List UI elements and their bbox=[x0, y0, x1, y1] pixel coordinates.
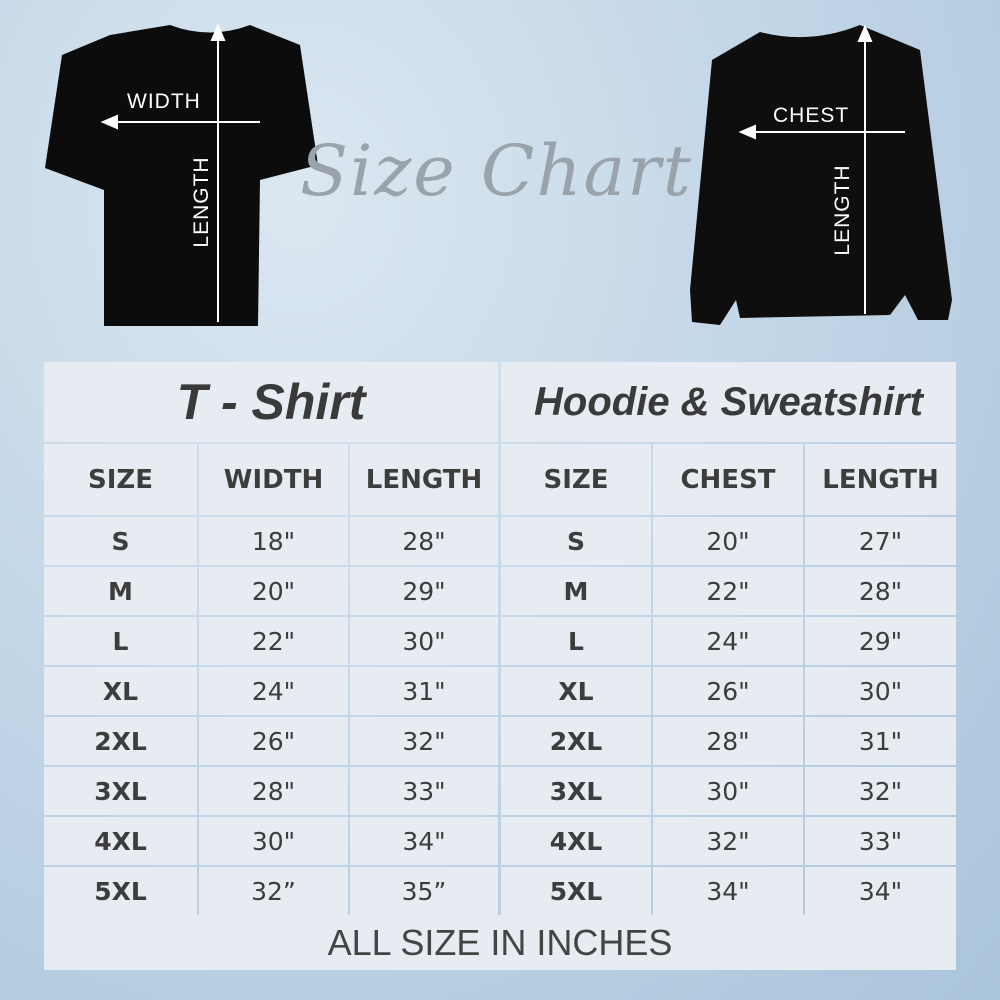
tshirt-table-cell: 33" bbox=[350, 767, 498, 815]
chest-label: CHEST bbox=[773, 104, 850, 127]
hoodie-table-cell: XL bbox=[501, 667, 651, 715]
tshirt-table-cell: M bbox=[44, 567, 197, 615]
tshirt-table-cell: 34" bbox=[350, 817, 498, 865]
tshirt-image bbox=[45, 25, 318, 326]
units-footer: ALL SIZE IN INCHES bbox=[44, 915, 956, 970]
hoodie-table-cell: 34" bbox=[653, 867, 803, 915]
hoodie-header-cell: CHEST bbox=[653, 444, 803, 515]
hoodie-table-cell: 4XL bbox=[501, 817, 651, 865]
tshirt-table-cell: 28" bbox=[199, 767, 348, 815]
hoodie-table-cell: 20" bbox=[653, 517, 803, 565]
tshirt-table-cell: 26" bbox=[199, 717, 348, 765]
tshirt-table-cell: XL bbox=[44, 667, 197, 715]
hoodie-table-cell: 3XL bbox=[501, 767, 651, 815]
hoodie-header-cell: SIZE bbox=[501, 444, 651, 515]
hoodie-table-cell: L bbox=[501, 617, 651, 665]
tshirt-table-cell: 18" bbox=[199, 517, 348, 565]
tshirt-header-cell: SIZE bbox=[44, 444, 197, 515]
sweatshirt-image bbox=[690, 25, 952, 325]
hoodie-table-cell: 32" bbox=[653, 817, 803, 865]
hoodie-table-cell: 26" bbox=[653, 667, 803, 715]
hoodie-table-cell: 28" bbox=[653, 717, 803, 765]
hoodie-title: Hoodie & Sweatshirt bbox=[501, 362, 956, 442]
hoodie-table-cell: 2XL bbox=[501, 717, 651, 765]
tshirt-title: T - Shirt bbox=[44, 362, 498, 442]
hoodie-table-cell: 32" bbox=[805, 767, 956, 815]
hoodie-table-cell: 24" bbox=[653, 617, 803, 665]
hoodie-table-cell: 27" bbox=[805, 517, 956, 565]
tshirt-table-cell: S bbox=[44, 517, 197, 565]
tshirt-table-cell: 20" bbox=[199, 567, 348, 615]
hoodie-length-label: LENGTH bbox=[831, 164, 854, 256]
hoodie-table-cell: 5XL bbox=[501, 867, 651, 915]
tshirt-table-cell: 32” bbox=[199, 867, 348, 915]
tshirt-table-cell: 30" bbox=[350, 617, 498, 665]
hoodie-table-cell: 31" bbox=[805, 717, 956, 765]
hoodie-table-cell: 28" bbox=[805, 567, 956, 615]
hoodie-table-cell: 30" bbox=[653, 767, 803, 815]
hoodie-table-cell: M bbox=[501, 567, 651, 615]
tshirt-header-cell: LENGTH bbox=[350, 444, 498, 515]
tshirt-table-cell: 2XL bbox=[44, 717, 197, 765]
hoodie-table-cell: 33" bbox=[805, 817, 956, 865]
tshirt-table-cell: 30" bbox=[199, 817, 348, 865]
tshirt-table-cell: 28" bbox=[350, 517, 498, 565]
hoodie-table-cell: 30" bbox=[805, 667, 956, 715]
hoodie-table-cell: 29" bbox=[805, 617, 956, 665]
tshirt-table-cell: 4XL bbox=[44, 817, 197, 865]
tshirt-table-cell: 31" bbox=[350, 667, 498, 715]
width-label: WIDTH bbox=[127, 90, 201, 113]
garment-illustrations bbox=[45, 23, 952, 326]
tshirt-table-cell: 22" bbox=[199, 617, 348, 665]
tshirt-header-cell: WIDTH bbox=[199, 444, 348, 515]
tshirt-table-cell: 24" bbox=[199, 667, 348, 715]
tshirt-table-cell: 35” bbox=[350, 867, 498, 915]
tshirt-table-cell: 29" bbox=[350, 567, 498, 615]
tshirt-table-cell: L bbox=[44, 617, 197, 665]
hoodie-table-cell: S bbox=[501, 517, 651, 565]
tshirt-table-cell: 3XL bbox=[44, 767, 197, 815]
tshirt-table-cell: 32" bbox=[350, 717, 498, 765]
size-chart-title: Size Chart bbox=[300, 130, 693, 212]
hoodie-header-cell: LENGTH bbox=[805, 444, 956, 515]
hoodie-table-cell: 34" bbox=[805, 867, 956, 915]
hoodie-table-cell: 22" bbox=[653, 567, 803, 615]
tshirt-length-label: LENGTH bbox=[190, 156, 213, 248]
tshirt-table-cell: 5XL bbox=[44, 867, 197, 915]
